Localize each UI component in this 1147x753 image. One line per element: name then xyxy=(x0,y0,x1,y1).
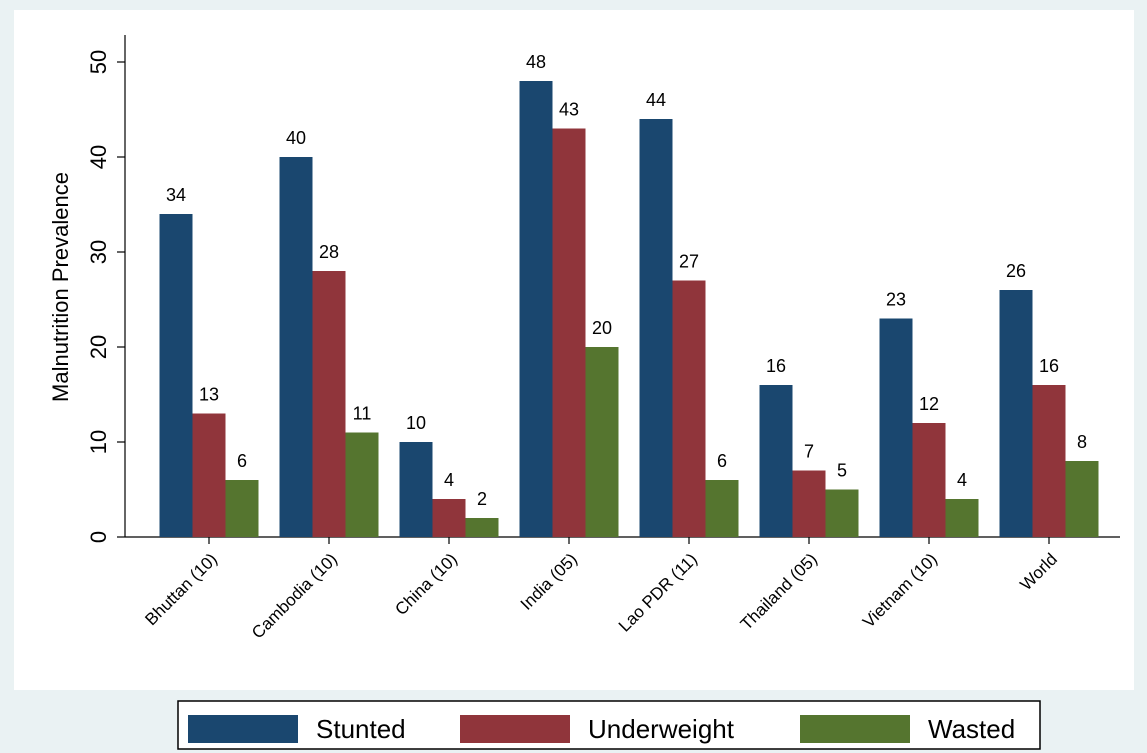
y-tick-label: 40 xyxy=(86,145,111,169)
value-label: 48 xyxy=(526,52,546,72)
legend-swatch xyxy=(188,715,298,743)
value-label: 7 xyxy=(804,441,814,461)
bar xyxy=(999,290,1033,537)
bar xyxy=(705,480,739,537)
bar xyxy=(825,489,859,537)
value-label: 12 xyxy=(919,394,939,414)
bar xyxy=(912,423,946,537)
legend-label: Stunted xyxy=(316,714,406,744)
value-label: 2 xyxy=(477,489,487,509)
value-label: 26 xyxy=(1006,261,1026,281)
bar xyxy=(879,318,913,537)
bar xyxy=(519,81,553,537)
value-label: 13 xyxy=(199,384,219,404)
value-label: 40 xyxy=(286,128,306,148)
bar xyxy=(192,413,226,537)
bar xyxy=(1032,385,1066,537)
value-label: 44 xyxy=(646,90,666,110)
y-tick-label: 20 xyxy=(86,335,111,359)
value-label: 23 xyxy=(886,289,906,309)
value-label: 16 xyxy=(1039,356,1059,376)
y-axis-label: Malnutrition Prevalence xyxy=(48,172,73,402)
bar xyxy=(1065,461,1099,537)
legend-swatch xyxy=(460,715,570,743)
bar xyxy=(639,119,673,537)
value-label: 5 xyxy=(837,460,847,480)
legend-label: Wasted xyxy=(928,714,1015,744)
value-label: 6 xyxy=(717,451,727,471)
bar xyxy=(552,128,586,537)
bar xyxy=(672,280,706,537)
bar xyxy=(345,432,379,537)
bar xyxy=(585,347,619,537)
bar xyxy=(465,518,499,537)
bar xyxy=(432,499,466,537)
value-label: 10 xyxy=(406,413,426,433)
value-label: 20 xyxy=(592,318,612,338)
value-label: 27 xyxy=(679,251,699,271)
y-tick-label: 10 xyxy=(86,430,111,454)
bar xyxy=(159,214,193,537)
legend-swatch xyxy=(800,715,910,743)
value-label: 4 xyxy=(957,470,967,490)
y-tick-label: 50 xyxy=(86,50,111,74)
value-label: 16 xyxy=(766,356,786,376)
bar xyxy=(759,385,793,537)
bar xyxy=(945,499,979,537)
bar xyxy=(312,271,346,537)
bar xyxy=(279,157,313,537)
value-label: 34 xyxy=(166,185,186,205)
value-label: 6 xyxy=(237,451,247,471)
bar xyxy=(792,470,826,537)
value-label: 43 xyxy=(559,99,579,119)
value-label: 4 xyxy=(444,470,454,490)
bar xyxy=(399,442,433,537)
value-label: 11 xyxy=(353,403,372,423)
y-tick-label: 0 xyxy=(86,531,111,543)
legend-label: Underweight xyxy=(588,714,735,744)
bar xyxy=(225,480,259,537)
y-tick-label: 30 xyxy=(86,240,111,264)
value-label: 8 xyxy=(1077,432,1087,452)
value-label: 28 xyxy=(319,242,339,262)
